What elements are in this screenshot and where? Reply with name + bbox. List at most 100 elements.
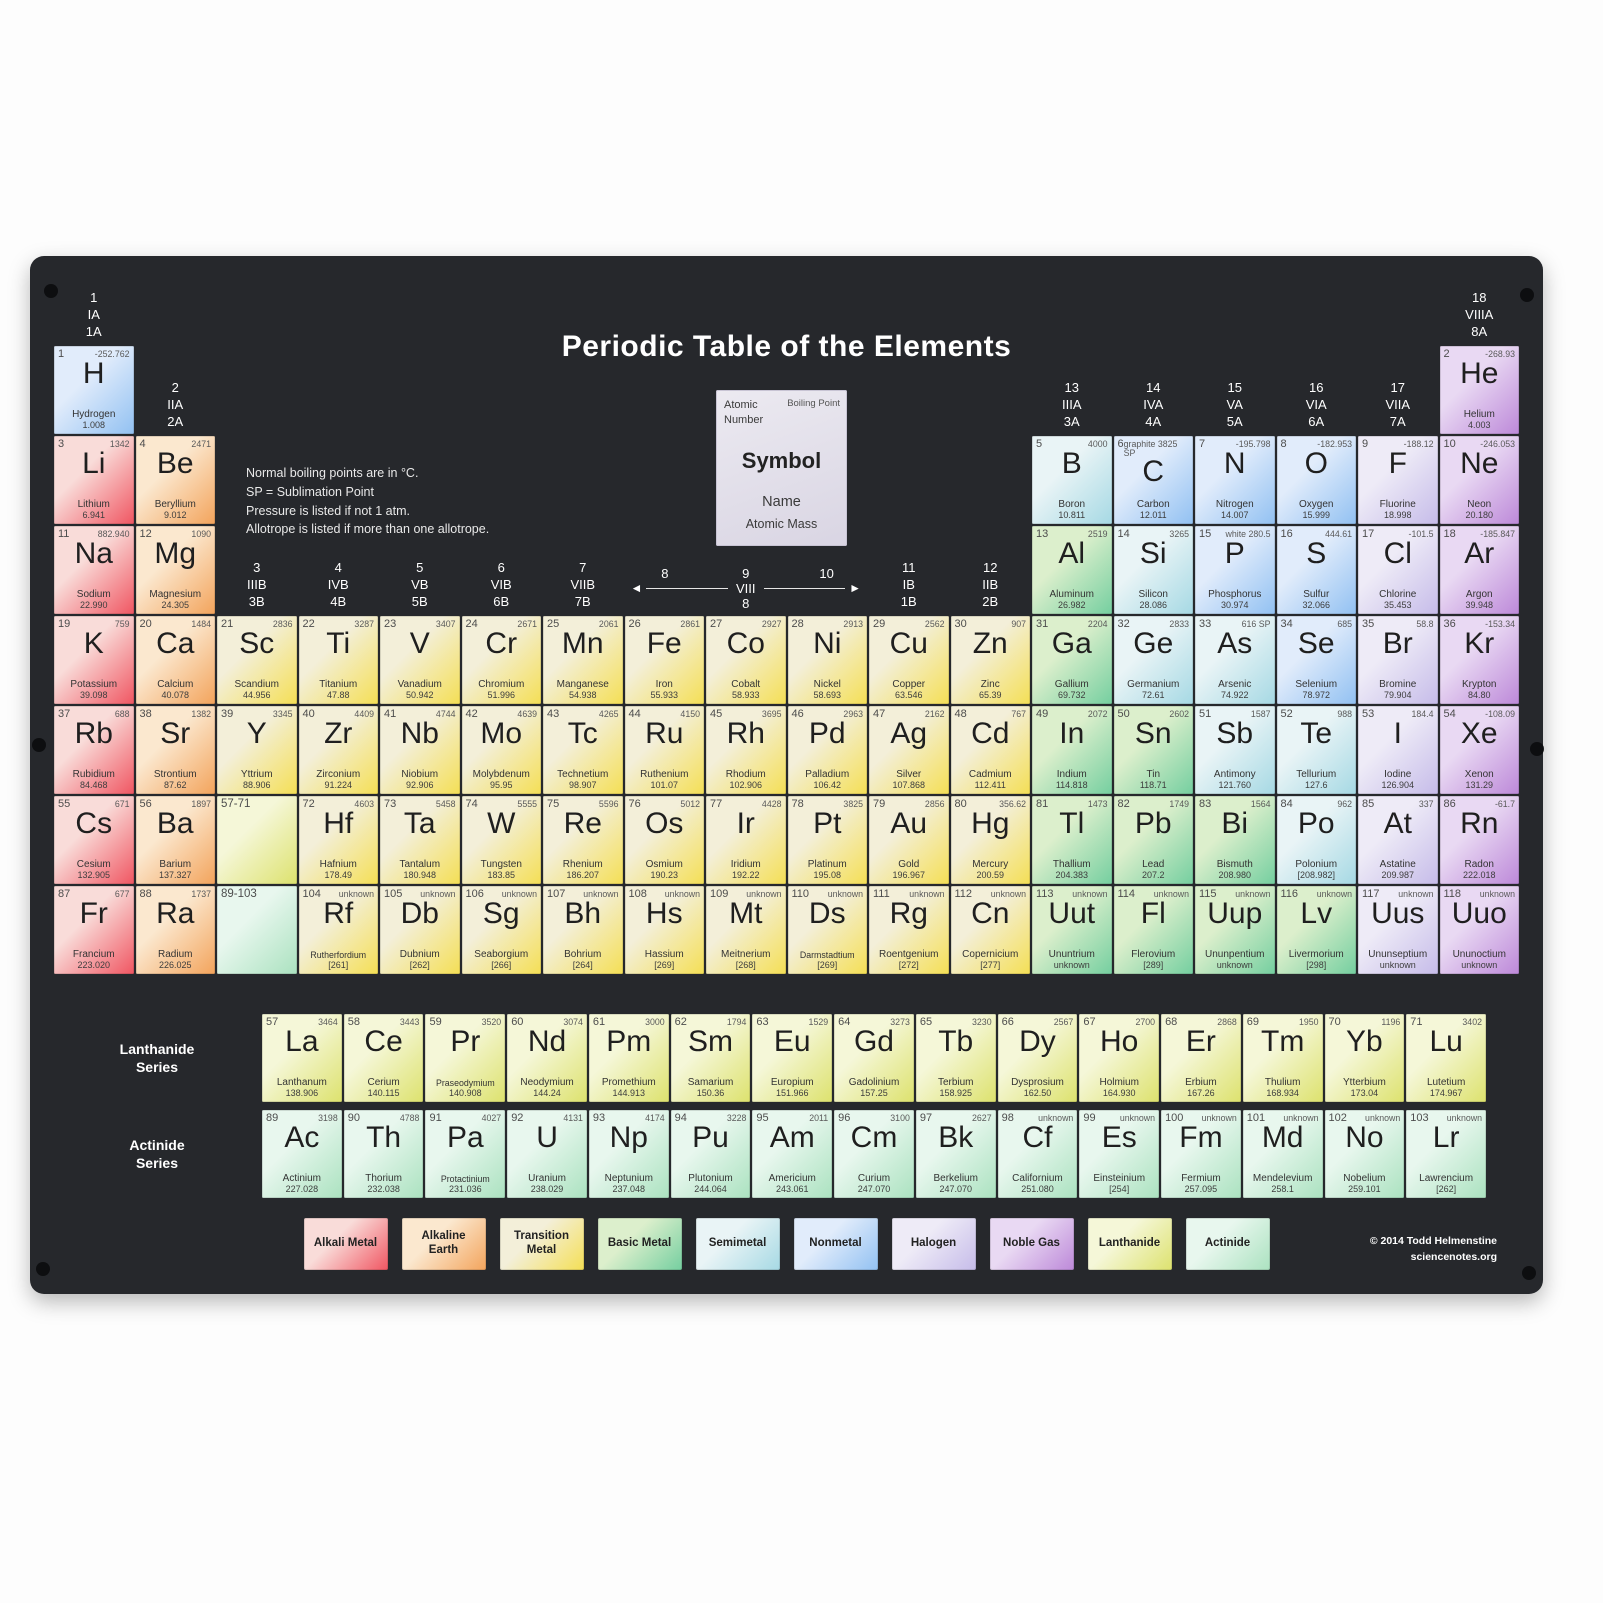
element-cell-header: 67 2700: [1083, 1017, 1155, 1028]
element-fm: 100 unknown Fm Fermium 257.095: [1161, 1110, 1241, 1198]
atomic-number: 99: [1083, 1112, 1096, 1124]
atomic-mass: 65.39: [978, 690, 1002, 701]
atomic-mass: 162.50: [1023, 1088, 1052, 1099]
element-cell-header: 112 unknown: [955, 889, 1027, 900]
boiling-point: -153.34: [1485, 619, 1515, 629]
element-symbol: S: [1306, 537, 1327, 570]
element-cell-header: 103 unknown: [1410, 1113, 1482, 1124]
element-name: Dysprosium: [1011, 1076, 1064, 1088]
element-symbol: Zn: [972, 627, 1008, 660]
element-cell-header: 43 4265: [547, 709, 619, 720]
atomic-number: 48: [954, 708, 967, 720]
element-db: 105 unknown Db Dubnium [262]: [380, 886, 460, 974]
poster-title: Periodic Table of the Elements: [561, 330, 1012, 363]
placeholder-range: 57-71: [221, 798, 251, 810]
element-cell-header: 13 2519: [1036, 529, 1108, 540]
group-label-line: 6A: [1308, 413, 1325, 429]
element-cell-header: 108 unknown: [629, 889, 701, 900]
group-viii-sub-number: 8: [742, 595, 750, 611]
boiling-point: -268.93: [1485, 349, 1515, 359]
element-name: Mercury: [972, 858, 1009, 870]
atomic-number: 40: [302, 708, 315, 720]
element-symbol: Gd: [853, 1025, 894, 1058]
atomic-mass: 164.930: [1102, 1088, 1136, 1099]
atomic-mass: 138.906: [285, 1088, 319, 1099]
boiling-point: 4027: [481, 1113, 502, 1123]
atomic-number: 34: [1280, 618, 1293, 630]
element-symbol: B: [1061, 447, 1082, 480]
boiling-point: 3228: [726, 1113, 747, 1123]
element-name: Francium: [72, 948, 115, 960]
element-cell-header: 18 -185.847: [1444, 529, 1516, 540]
series-block: Lanthanide Series 57 3464 La Lanthanum 138.9…: [54, 1014, 1486, 1206]
atomic-number: 7: [1199, 438, 1206, 450]
atomic-number: 91: [429, 1112, 442, 1124]
note-line: Pressure is listed if not 1 atm.: [246, 503, 410, 518]
element-zr: 40 4409 Zr Zirconium 91.224: [298, 706, 378, 794]
element-cell-header: 50 2602: [1118, 709, 1190, 720]
element-symbol: H: [82, 357, 105, 390]
atomic-mass: 84.468: [79, 780, 108, 791]
element-cell-header: 55 671: [58, 799, 130, 810]
group-label-line: 7: [579, 559, 587, 575]
atomic-number: 80: [954, 798, 967, 810]
element-name: Protactinium: [440, 1174, 490, 1185]
element-name: Argon: [1465, 588, 1493, 600]
element-symbol: Se: [1297, 627, 1335, 660]
element-cell-header: 12 1090: [140, 529, 212, 540]
atomic-number: 53: [1362, 708, 1375, 720]
boiling-point: 962: [1337, 799, 1352, 809]
element-cell-header: 118 unknown: [1444, 889, 1516, 900]
element-name: Yttrium: [240, 768, 273, 780]
atomic-number: 6: [1117, 438, 1124, 450]
element-symbol: As: [1217, 627, 1253, 660]
element-tl: 81 1473 Tl Thallium 204.383: [1032, 796, 1112, 884]
atomic-mass: [289]: [1143, 960, 1164, 971]
element-cell-header: 16 444.61: [1281, 529, 1353, 540]
boiling-point: 4788: [399, 1113, 420, 1123]
atomic-number: 117: [1362, 888, 1380, 900]
element-cell-header: 116 unknown: [1281, 889, 1353, 900]
group-label-15: 15 VA 5A: [1195, 346, 1275, 434]
atomic-mass: 151.966: [775, 1088, 809, 1099]
group-label-16: 16 VIA 6A: [1277, 346, 1357, 434]
atomic-number: 88: [139, 888, 152, 900]
element-rh: 45 3695 Rh Rhodium 102.906: [706, 706, 786, 794]
group-label-2: 2 IIA 2A: [136, 346, 216, 434]
element-ir: 77 4428 Ir Iridium 192.22: [706, 796, 786, 884]
atomic-number: 39: [221, 708, 234, 720]
boiling-point: 2471: [191, 439, 211, 449]
element-cell-header: 68 2868: [1165, 1017, 1237, 1028]
element-cell-header: 98 unknown: [1002, 1113, 1074, 1124]
boiling-point: unknown: [583, 889, 619, 899]
atomic-mass: 207.2: [1141, 870, 1165, 881]
element-symbol: Bk: [938, 1121, 974, 1154]
atomic-mass: 44.956: [242, 690, 271, 701]
atomic-number: 97: [919, 1112, 933, 1124]
element-symbol: Br: [1382, 627, 1413, 660]
boiling-point: unknown: [1283, 1113, 1319, 1123]
group-label-line: IB: [902, 576, 915, 592]
element-name: Ununtrium: [1048, 948, 1095, 960]
element-cell-header: 96 3100: [838, 1113, 910, 1124]
boiling-point: 4409: [354, 709, 374, 719]
element-cell-header: 89 3198: [266, 1113, 338, 1124]
element-symbol: Li: [82, 447, 106, 480]
element-symbol: Ni: [813, 627, 842, 660]
element-tc: 43 4265 Tc Technetium 98.907: [543, 706, 623, 794]
boiling-point: unknown: [746, 889, 782, 899]
element-cell-header: 37 688: [58, 709, 130, 720]
element-symbol: Tm: [1261, 1025, 1305, 1058]
element-cell-header: 65 3230: [920, 1017, 992, 1028]
element-pu: 94 3228 Pu Plutonium 244.064: [670, 1110, 751, 1198]
boiling-point: 3287: [354, 619, 374, 629]
element-name: Californium: [1012, 1172, 1063, 1184]
element-cell-header: 3 1342: [58, 439, 130, 450]
element-name: Xenon: [1464, 768, 1494, 780]
atomic-mass: 208.980: [1218, 870, 1252, 881]
element-cell-header: 38 1382: [140, 709, 212, 720]
element-cell-header: 83 1564: [1199, 799, 1271, 810]
atomic-mass: 50.942: [405, 690, 434, 701]
element-ho: 67 2700 Ho Holmium 164.930: [1079, 1014, 1160, 1102]
element-name: Beryllium: [154, 498, 196, 510]
